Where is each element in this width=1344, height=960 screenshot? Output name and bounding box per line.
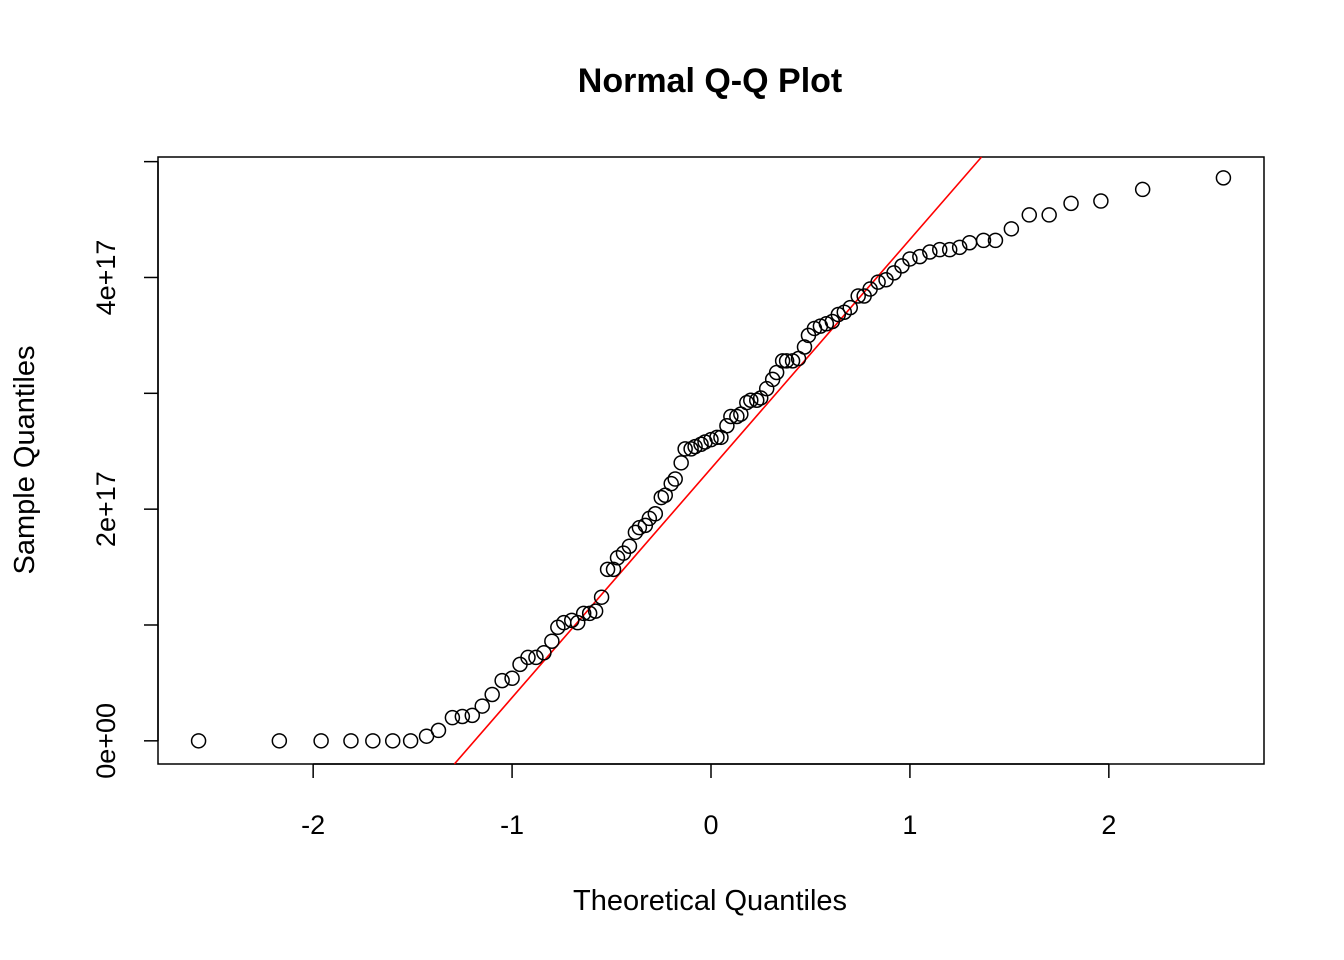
data-point bbox=[593, 589, 610, 605]
data-point bbox=[902, 251, 918, 267]
data-point bbox=[850, 288, 866, 304]
data-point bbox=[313, 733, 329, 749]
data-point bbox=[870, 274, 886, 290]
data-point bbox=[365, 733, 381, 749]
data-point bbox=[677, 441, 693, 457]
data-point bbox=[941, 241, 958, 258]
data-point bbox=[621, 538, 638, 554]
data-point bbox=[528, 649, 544, 666]
x-tick-label: -2 bbox=[301, 810, 325, 840]
data-point bbox=[673, 455, 689, 471]
y-tick-label: 0e+00 bbox=[91, 703, 121, 779]
data-point bbox=[912, 248, 928, 265]
data-point bbox=[343, 733, 359, 749]
y-tick-label: 4e+17 bbox=[91, 240, 121, 316]
data-point bbox=[464, 707, 481, 724]
reference-line-group bbox=[453, 156, 983, 765]
data-point bbox=[444, 709, 461, 726]
data-point bbox=[653, 489, 670, 506]
data-point bbox=[520, 649, 536, 666]
reference-line bbox=[453, 156, 983, 765]
y-tick-label: 2e+17 bbox=[91, 471, 121, 547]
data-point bbox=[1093, 193, 1109, 209]
data-point bbox=[1063, 195, 1079, 212]
points-group bbox=[190, 170, 1232, 749]
data-point bbox=[842, 299, 858, 316]
data-point bbox=[190, 733, 207, 749]
data-point bbox=[544, 633, 560, 649]
data-point bbox=[599, 561, 616, 578]
data-point bbox=[1041, 207, 1057, 223]
data-point bbox=[647, 506, 664, 522]
data-point bbox=[774, 353, 791, 369]
data-point bbox=[932, 241, 948, 258]
data-point bbox=[271, 733, 288, 749]
data-point bbox=[683, 441, 699, 457]
data-point bbox=[587, 603, 604, 619]
plot-frame bbox=[157, 156, 1265, 765]
data-point bbox=[384, 733, 401, 749]
y-axis-title: Sample Quantiles bbox=[9, 346, 41, 575]
data-point bbox=[454, 708, 471, 725]
data-point bbox=[951, 239, 968, 256]
data-point bbox=[975, 232, 992, 249]
data-point bbox=[796, 339, 813, 355]
data-point bbox=[484, 686, 500, 703]
x-tick-label: -1 bbox=[500, 810, 524, 840]
data-point bbox=[494, 672, 510, 689]
data-point bbox=[474, 698, 490, 714]
x-tick-label: 2 bbox=[1101, 810, 1116, 840]
data-point bbox=[536, 645, 552, 661]
data-point bbox=[663, 475, 679, 492]
x-tick-label: 0 bbox=[703, 810, 718, 840]
data-point bbox=[1134, 181, 1151, 198]
data-point bbox=[739, 394, 755, 411]
data-point bbox=[723, 408, 739, 425]
data-point bbox=[504, 670, 520, 687]
data-point bbox=[729, 408, 745, 425]
data-point bbox=[575, 605, 592, 622]
data-point bbox=[1003, 221, 1020, 237]
data-point bbox=[778, 353, 795, 369]
x-axis: -2 -1 0 1 2 bbox=[301, 763, 1116, 840]
data-point bbox=[1215, 170, 1232, 186]
data-point bbox=[667, 471, 683, 487]
data-point bbox=[719, 417, 735, 434]
data-point bbox=[922, 244, 938, 260]
y-axis: 0e+00 2e+17 4e+17 bbox=[91, 160, 159, 779]
data-point bbox=[987, 232, 1004, 249]
data-point bbox=[749, 392, 765, 409]
x-tick-label: 1 bbox=[902, 810, 917, 840]
chart-title: Normal Q-Q Plot bbox=[578, 62, 842, 100]
data-point bbox=[605, 561, 622, 578]
x-axis-title: Theoretical Quantiles bbox=[573, 885, 847, 917]
data-point bbox=[430, 722, 447, 739]
data-point bbox=[693, 436, 709, 453]
data-point bbox=[627, 524, 644, 541]
data-point bbox=[709, 429, 725, 446]
data-point bbox=[743, 392, 759, 409]
data-point bbox=[402, 733, 419, 749]
data-point bbox=[1021, 207, 1038, 223]
